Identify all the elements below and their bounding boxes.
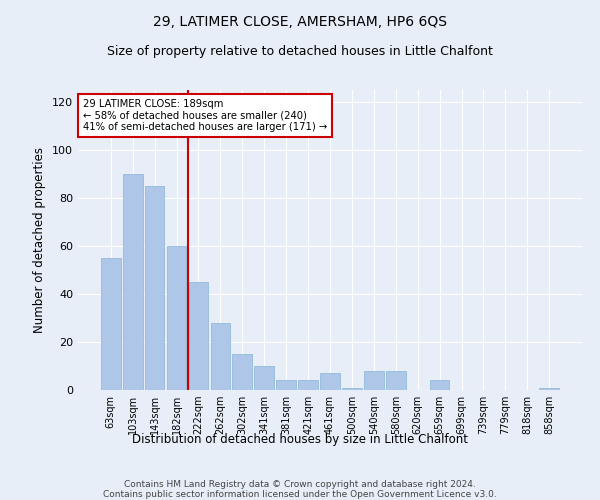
Text: Contains HM Land Registry data © Crown copyright and database right 2024.
Contai: Contains HM Land Registry data © Crown c… xyxy=(103,480,497,500)
Text: 29 LATIMER CLOSE: 189sqm
← 58% of detached houses are smaller (240)
41% of semi-: 29 LATIMER CLOSE: 189sqm ← 58% of detach… xyxy=(83,99,327,132)
Bar xyxy=(430,380,449,390)
Bar xyxy=(342,388,362,390)
Bar xyxy=(539,388,559,390)
Text: 29, LATIMER CLOSE, AMERSHAM, HP6 6QS: 29, LATIMER CLOSE, AMERSHAM, HP6 6QS xyxy=(153,15,447,29)
Text: Size of property relative to detached houses in Little Chalfont: Size of property relative to detached ho… xyxy=(107,45,493,58)
Bar xyxy=(276,380,296,390)
Bar xyxy=(123,174,143,390)
Bar xyxy=(386,371,406,390)
Bar xyxy=(167,246,187,390)
Bar xyxy=(145,186,164,390)
Bar xyxy=(364,371,384,390)
Bar xyxy=(298,380,318,390)
Text: Distribution of detached houses by size in Little Chalfont: Distribution of detached houses by size … xyxy=(132,432,468,446)
Bar xyxy=(320,373,340,390)
Y-axis label: Number of detached properties: Number of detached properties xyxy=(34,147,46,333)
Bar xyxy=(188,282,208,390)
Bar xyxy=(232,354,252,390)
Bar xyxy=(254,366,274,390)
Bar xyxy=(101,258,121,390)
Bar xyxy=(211,323,230,390)
